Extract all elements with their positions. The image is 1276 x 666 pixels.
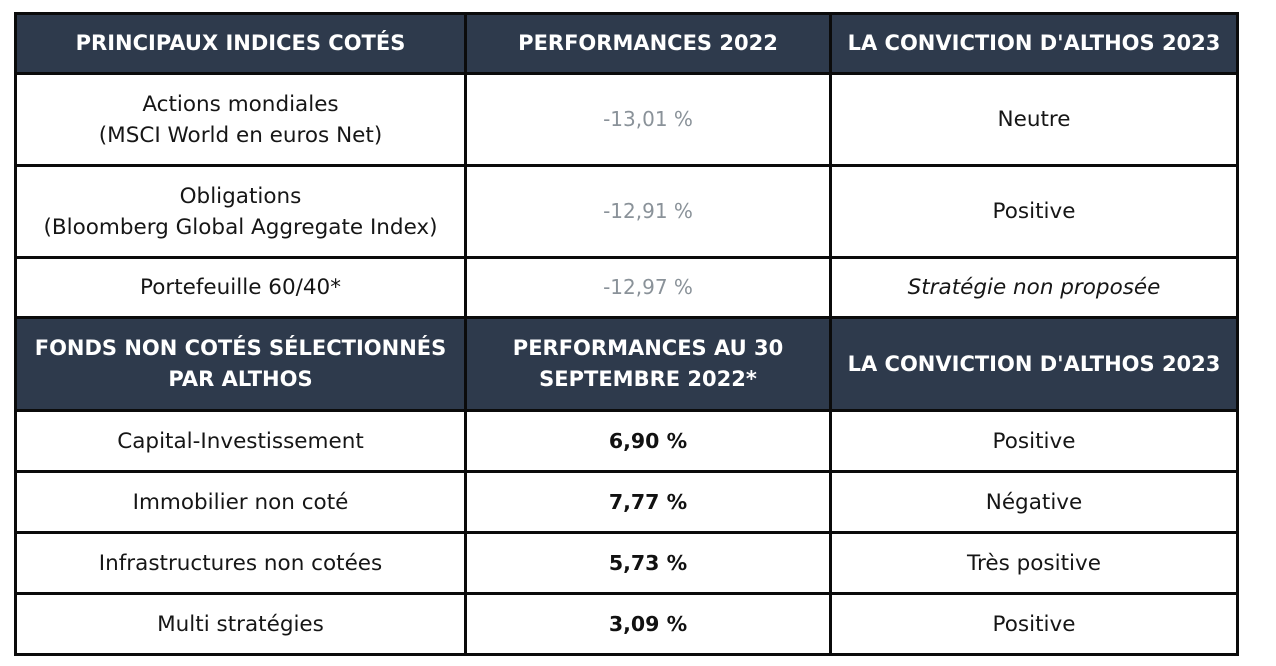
fund-name: Multi stratégies bbox=[14, 592, 467, 656]
performance-value: 7,77 % bbox=[464, 470, 832, 534]
header-row-unlisted: FONDS NON COTÉS SÉLECTIONNÉS PAR ALTHOS … bbox=[14, 316, 1239, 412]
performance-value: -13,01 % bbox=[464, 72, 832, 167]
conviction-value: Positive bbox=[829, 164, 1239, 259]
table-row: Infrastructures non cotées 5,73 % Très p… bbox=[14, 531, 1239, 595]
conviction-value: Positive bbox=[829, 409, 1239, 473]
table-row: Capital-Investissement 6,90 % Positive bbox=[14, 409, 1239, 473]
header-conviction-2023-b: LA CONVICTION D'ALTHOS 2023 bbox=[829, 316, 1239, 412]
performance-value: 5,73 % bbox=[464, 531, 832, 595]
header-unlisted-funds-line2: PAR ALTHOS bbox=[168, 367, 313, 391]
table-row: Multi stratégies 3,09 % Positive bbox=[14, 592, 1239, 656]
index-benchmark: (MSCI World en euros Net) bbox=[98, 122, 383, 148]
header-performance-sept-2022: PERFORMANCES AU 30 SEPTEMBRE 2022* bbox=[464, 316, 832, 412]
index-name-cell: Obligations (Bloomberg Global Aggregate … bbox=[14, 164, 467, 259]
conviction-value: Stratégie non proposée bbox=[829, 256, 1239, 319]
table-row: Immobilier non coté 7,77 % Négative bbox=[14, 470, 1239, 534]
fund-name: Infrastructures non cotées bbox=[14, 531, 467, 595]
header-row-listed: PRINCIPAUX INDICES COTÉS PERFORMANCES 20… bbox=[14, 12, 1239, 75]
table-row: Obligations (Bloomberg Global Aggregate … bbox=[14, 164, 1239, 259]
performance-value: -12,91 % bbox=[464, 164, 832, 259]
header-unlisted-funds-line1: FONDS NON COTÉS SÉLECTIONNÉS bbox=[34, 336, 447, 360]
fund-name: Capital-Investissement bbox=[14, 409, 467, 473]
performance-value: 6,90 % bbox=[464, 409, 832, 473]
conviction-value: Négative bbox=[829, 470, 1239, 534]
table-row: Actions mondiales (MSCI World en euros N… bbox=[14, 72, 1239, 167]
index-name: Actions mondiales bbox=[142, 91, 339, 117]
header-performance-line2: SEPTEMBRE 2022* bbox=[539, 367, 757, 391]
conviction-value: Positive bbox=[829, 592, 1239, 656]
index-benchmark: (Bloomberg Global Aggregate Index) bbox=[43, 214, 438, 240]
header-unlisted-funds: FONDS NON COTÉS SÉLECTIONNÉS PAR ALTHOS bbox=[14, 316, 467, 412]
fund-name: Immobilier non coté bbox=[14, 470, 467, 534]
index-name: Portefeuille 60/40* bbox=[14, 256, 467, 319]
header-performance-line1: PERFORMANCES AU 30 bbox=[512, 336, 784, 360]
index-name: Obligations bbox=[179, 183, 302, 209]
conviction-value: Très positive bbox=[829, 531, 1239, 595]
header-performance-2022: PERFORMANCES 2022 bbox=[464, 12, 832, 75]
table-row: Portefeuille 60/40* -12,97 % Stratégie n… bbox=[14, 256, 1239, 319]
performance-value: 3,09 % bbox=[464, 592, 832, 656]
header-listed-indices: PRINCIPAUX INDICES COTÉS bbox=[14, 12, 467, 75]
performance-table: PRINCIPAUX INDICES COTÉS PERFORMANCES 20… bbox=[14, 12, 1239, 656]
conviction-value: Neutre bbox=[829, 72, 1239, 167]
performance-value: -12,97 % bbox=[464, 256, 832, 319]
header-conviction-2023: LA CONVICTION D'ALTHOS 2023 bbox=[829, 12, 1239, 75]
index-name-cell: Actions mondiales (MSCI World en euros N… bbox=[14, 72, 467, 167]
